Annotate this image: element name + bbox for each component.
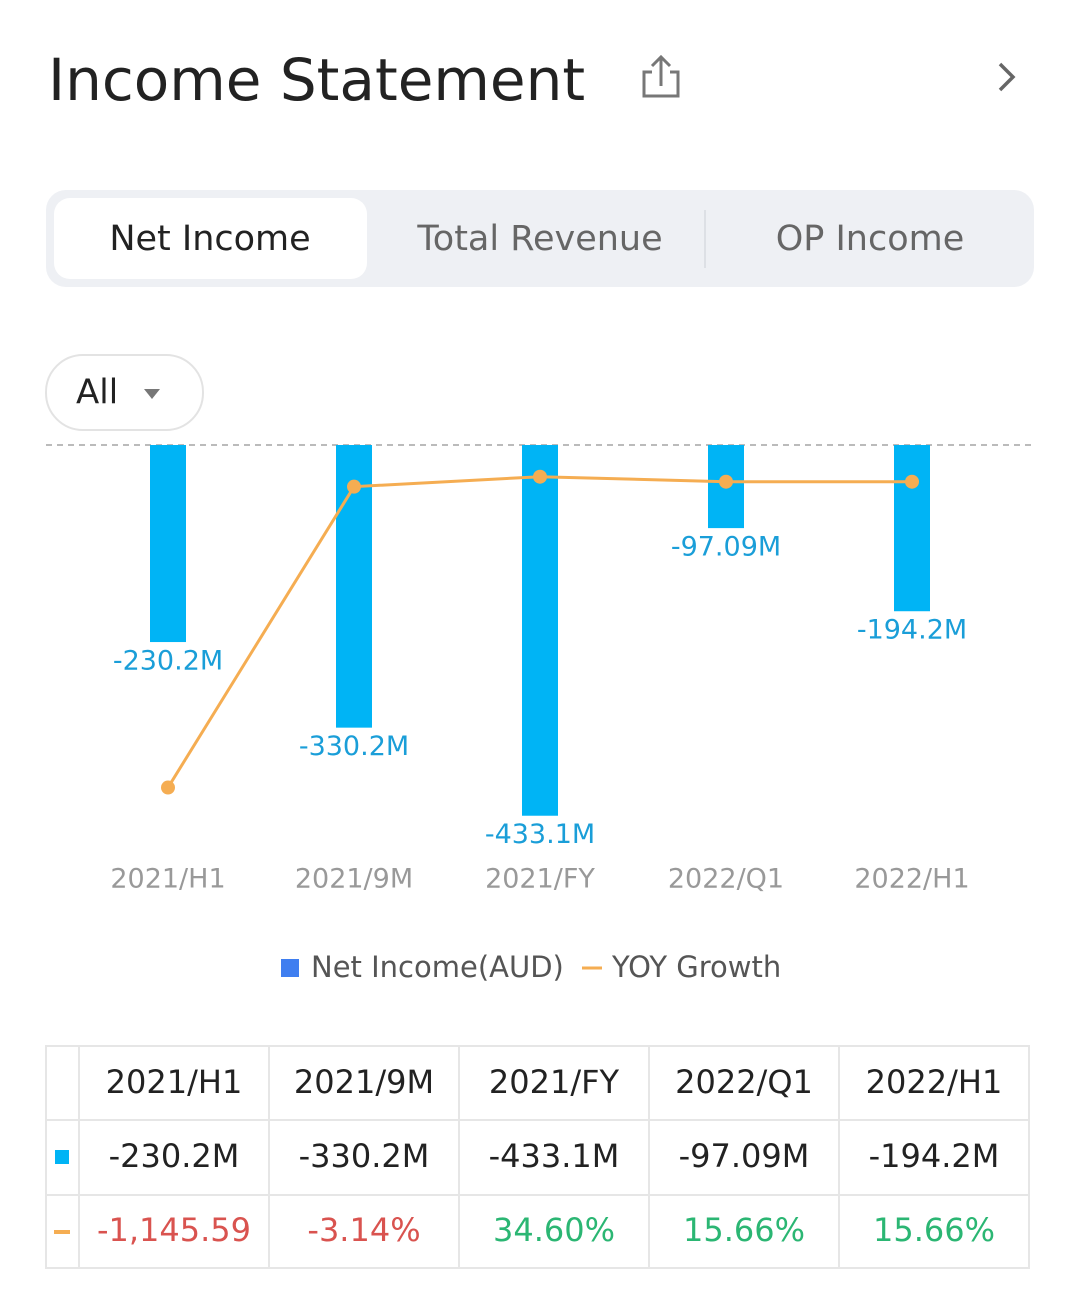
row-icon	[55, 1150, 69, 1164]
legend-label: Net Income(AUD)	[311, 950, 564, 984]
table-cell: -230.2M	[109, 1137, 240, 1175]
tab-label[interactable]: Total Revenue	[416, 219, 662, 259]
bar	[150, 445, 186, 643]
table-header: 2022/H1	[866, 1063, 1003, 1101]
line-point	[719, 474, 733, 489]
x-tick-label: 2021/FY	[485, 864, 595, 895]
bar	[522, 445, 558, 816]
table-cell: 15.66%	[683, 1211, 805, 1249]
data-label: -330.2M	[299, 731, 409, 762]
line-point	[161, 780, 175, 795]
chevron[interactable]	[998, 62, 1016, 92]
filter-caret	[144, 389, 160, 399]
data-label: -97.09M	[671, 532, 781, 563]
table-cell: -330.2M	[299, 1137, 430, 1175]
bar	[894, 445, 930, 612]
filter-pill[interactable]	[45, 354, 204, 431]
table-header: 2021/9M	[294, 1063, 434, 1101]
data-label: -230.2M	[113, 646, 223, 677]
table-cell: -194.2M	[869, 1137, 1000, 1175]
table-cell: -3.14%	[307, 1211, 420, 1249]
x-tick-label: 2021/H1	[110, 864, 225, 895]
data-label: -194.2M	[857, 615, 967, 646]
table-cell: -97.09M	[679, 1137, 810, 1175]
x-tick-label: 2022/Q1	[668, 864, 784, 895]
table-frame	[45, 1045, 1030, 1269]
table-cell: -1,145.59	[97, 1211, 251, 1249]
table-cell: 15.66%	[873, 1211, 995, 1249]
tab-label[interactable]: Net Income	[109, 219, 310, 259]
line-point	[533, 469, 547, 484]
filter-label[interactable]: All	[76, 373, 118, 413]
table-cell: -433.1M	[489, 1137, 620, 1175]
x-tick-label: 2021/9M	[295, 864, 413, 895]
table-cell: 34.60%	[493, 1211, 615, 1249]
table-header: 2021/H1	[106, 1063, 243, 1101]
x-tick-label: 2022/H1	[854, 864, 969, 895]
data-label: -433.1M	[485, 819, 595, 850]
table-header: 2021/FY	[489, 1063, 620, 1101]
tab-active	[54, 198, 367, 279]
share-icon[interactable]	[642, 54, 680, 98]
title: Income Statement	[48, 46, 585, 114]
table-header: 2022/Q1	[675, 1063, 813, 1101]
line-point	[905, 474, 919, 489]
tab-label[interactable]: OP Income	[776, 219, 965, 259]
legend-label: YOY Growth	[611, 950, 781, 984]
legend-swatch	[281, 959, 299, 977]
line-point	[347, 479, 361, 494]
